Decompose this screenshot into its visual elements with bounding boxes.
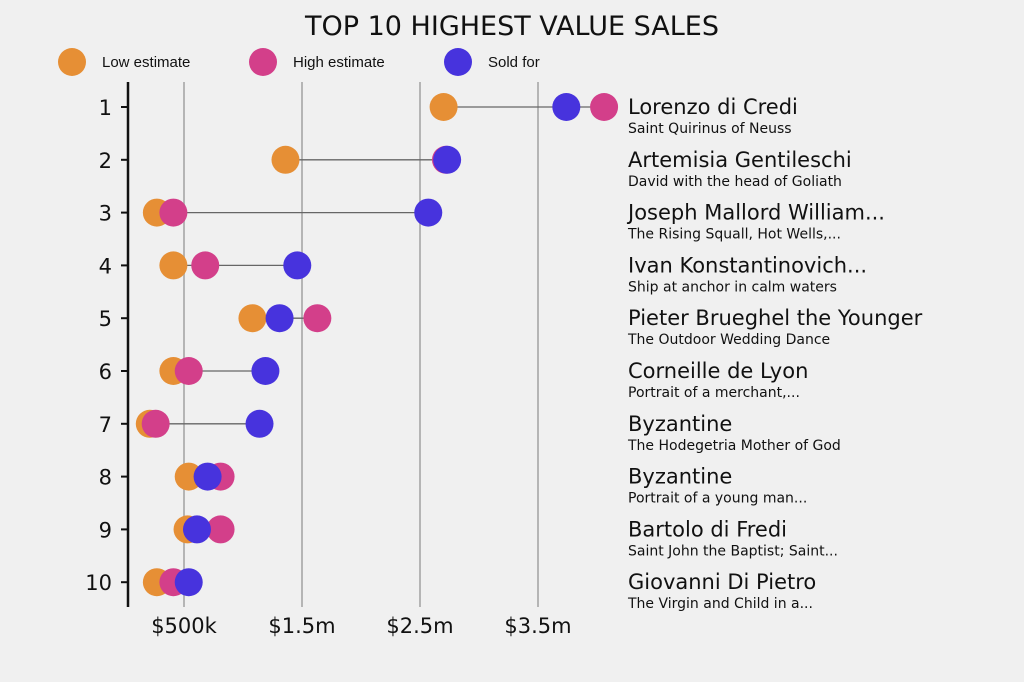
- point-sold-for: [245, 409, 274, 438]
- y-tick-label: 3: [99, 202, 112, 226]
- work-label: Saint John the Baptist; Saint...: [628, 543, 838, 559]
- x-tick-label: $500k: [151, 614, 217, 638]
- row-8: Byzantine Portrait of a young man...: [174, 462, 807, 507]
- point-sold-for: [552, 93, 581, 121]
- point-high-estimate: [590, 93, 619, 121]
- point-high-estimate: [141, 409, 170, 438]
- data-rows: Lorenzo di Credi Saint Quirinus of Neuss A…: [135, 93, 923, 612]
- work-label: The Outdoor Wedding Dance: [627, 332, 830, 348]
- y-tick-label: 10: [85, 571, 112, 595]
- row-9: Bartolo di Fredi Saint John the Baptist; …: [173, 515, 838, 559]
- y-tick-label: 4: [99, 254, 112, 278]
- y-tick-label: 1: [99, 96, 112, 120]
- row-2: Artemisia Gentileschi David with the head…: [271, 145, 852, 190]
- artist-label: Byzantine: [628, 412, 732, 436]
- legend-label-high: High estimate: [293, 54, 385, 71]
- y-tick-label: 5: [99, 307, 112, 331]
- artist-label: Artemisia Gentileschi: [628, 148, 852, 172]
- work-label: The Hodegetria Mother of God: [627, 438, 841, 454]
- x-tick-label: $3.5m: [504, 614, 571, 638]
- artist-label: Byzantine: [628, 465, 732, 489]
- work-label: Portrait of a merchant,...: [628, 385, 800, 401]
- y-tick-label: 2: [99, 149, 112, 173]
- point-low-estimate: [271, 145, 300, 174]
- point-sold-for: [414, 198, 443, 227]
- point-low-estimate: [429, 93, 458, 121]
- work-label: Saint Quirinus of Neuss: [628, 121, 792, 137]
- row-4: Ivan Konstantinovich... Ship at anchor in…: [159, 251, 867, 295]
- row-6: Corneille de Lyon Portrait of a merchant,…: [159, 357, 808, 401]
- artist-label: Pieter Brueghel the Younger: [628, 306, 923, 330]
- work-label: The Rising Squall, Hot Wells,...: [627, 227, 841, 243]
- point-low-estimate: [159, 251, 188, 280]
- row-10: Giovanni Di Pietro The Virgin and Child i…: [142, 568, 816, 612]
- work-label: The Virgin and Child in a...: [627, 596, 813, 612]
- point-sold-for: [265, 304, 294, 333]
- point-sold-for: [193, 462, 222, 491]
- y-tick-label: 9: [99, 518, 112, 542]
- point-high-estimate: [159, 198, 188, 227]
- work-label: Portrait of a young man...: [628, 491, 807, 507]
- point-high-estimate: [303, 304, 332, 333]
- x-axis: $500k $1.5m $2.5m $3.5m: [151, 614, 571, 638]
- legend-label-low: Low estimate: [102, 54, 190, 71]
- artist-label: Lorenzo di Credi: [628, 95, 798, 119]
- point-high-estimate: [206, 515, 235, 544]
- point-sold-for: [283, 251, 312, 280]
- y-tick-label: 6: [99, 360, 112, 384]
- point-sold-for: [251, 357, 280, 385]
- artist-label: Joseph Mallord William...: [626, 201, 885, 225]
- y-axis: 1 2 3 4 5 6 7 8 9 10: [85, 82, 130, 607]
- legend: Low estimate High estimate Sold for: [58, 48, 540, 76]
- legend-marker-low: [58, 48, 86, 76]
- y-tick-label: 8: [99, 466, 112, 490]
- y-tick-label: 7: [99, 413, 112, 437]
- row-1: Lorenzo di Credi Saint Quirinus of Neuss: [429, 93, 798, 137]
- artist-label: Corneille de Lyon: [628, 359, 808, 383]
- x-tick-label: $2.5m: [386, 614, 453, 638]
- row-5: Pieter Brueghel the Younger The Outdoor W…: [238, 304, 923, 348]
- row-3: Joseph Mallord William... The Rising Squa…: [142, 198, 885, 243]
- point-sold-for: [174, 568, 203, 597]
- artist-label: Bartolo di Fredi: [628, 517, 787, 541]
- legend-label-sold: Sold for: [488, 54, 540, 71]
- artist-label: Ivan Konstantinovich...: [628, 253, 867, 277]
- point-high-estimate: [191, 251, 220, 280]
- gridlines: [183, 82, 539, 607]
- work-label: Ship at anchor in calm waters: [628, 279, 837, 295]
- artist-label: Giovanni Di Pietro: [628, 570, 816, 594]
- point-high-estimate: [174, 357, 203, 385]
- legend-marker-sold: [444, 48, 472, 76]
- point-sold-for: [182, 515, 211, 544]
- x-tick-label: $1.5m: [268, 614, 335, 638]
- work-label: David with the head of Goliath: [628, 174, 842, 190]
- chart-title: TOP 10 HIGHEST VALUE SALES: [304, 11, 719, 42]
- point-low-estimate: [238, 304, 267, 333]
- legend-marker-high: [249, 48, 277, 76]
- row-7: Byzantine The Hodegetria Mother of God: [135, 409, 841, 454]
- point-sold-for: [433, 145, 462, 174]
